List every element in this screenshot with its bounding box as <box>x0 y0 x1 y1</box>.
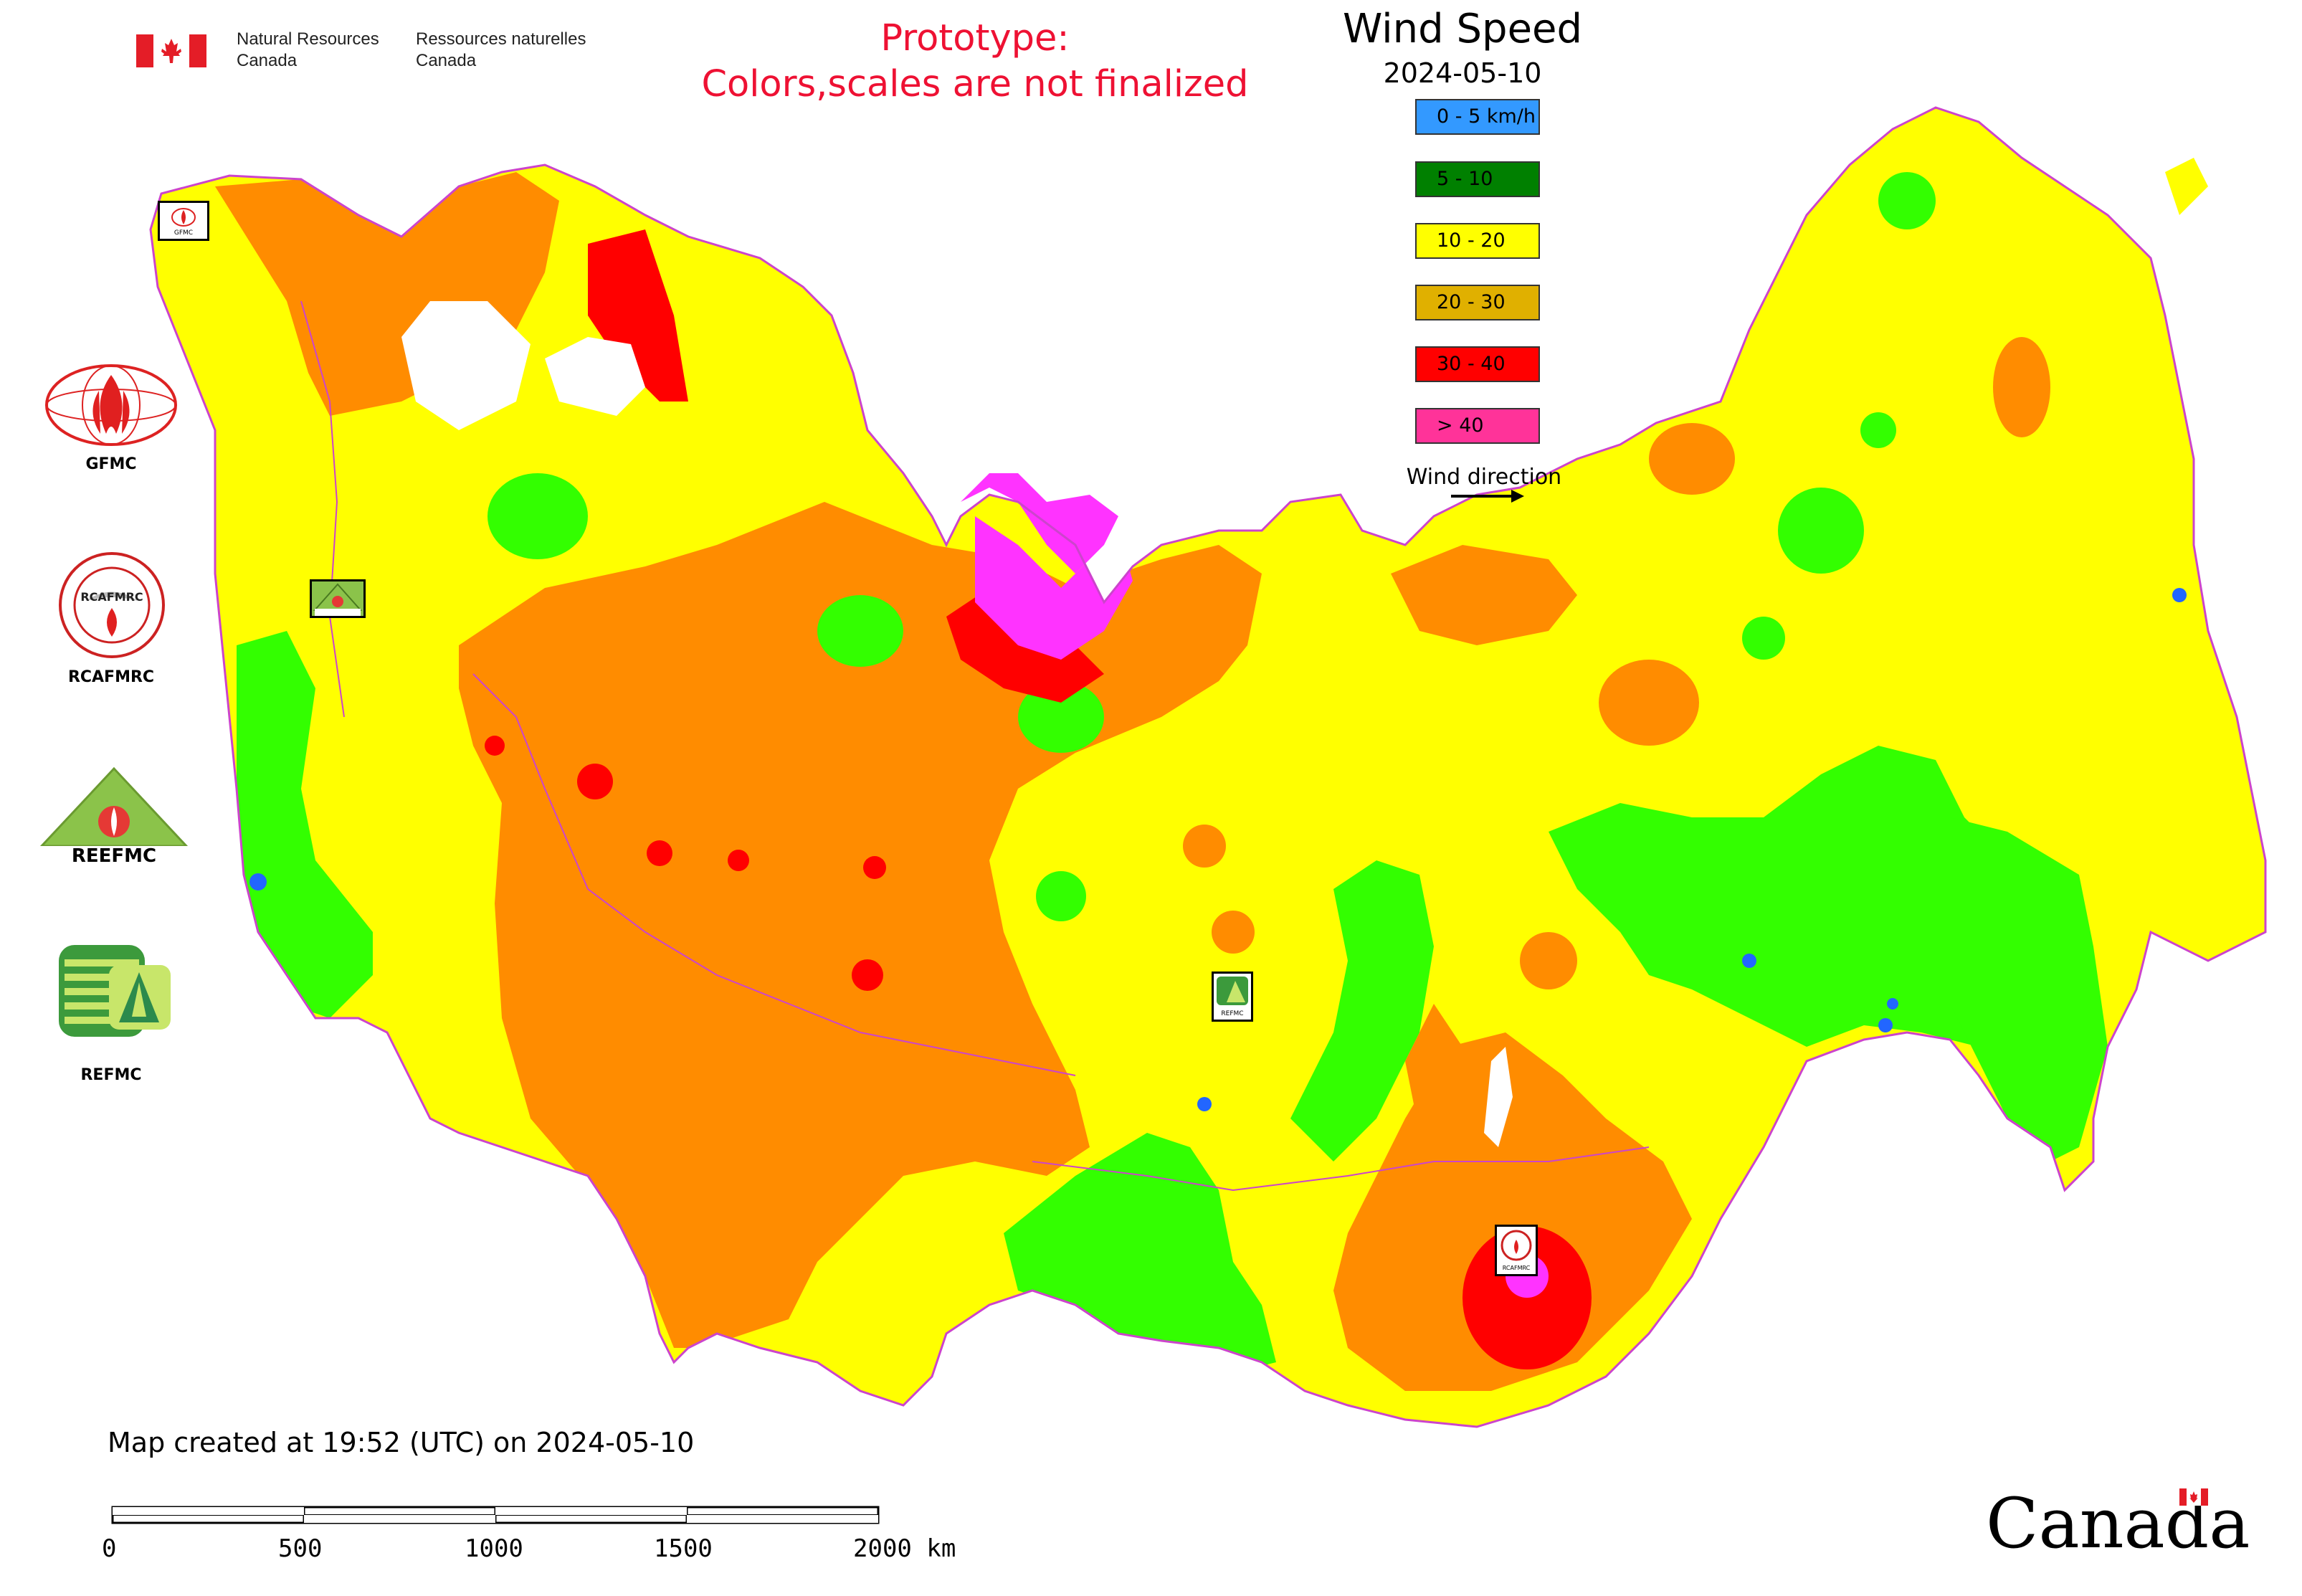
canada-wordmark-flag-icon <box>2179 1488 2208 1506</box>
scale-tick-1000: 1000 <box>465 1534 523 1563</box>
canada-wordmark: Canada <box>1986 1484 2250 1563</box>
prototype-title: Prototype: <box>880 17 1070 60</box>
reefmc-map-marker[interactable] <box>310 579 366 618</box>
scale-tick-2000: 2000 km <box>853 1534 956 1563</box>
legend-date: 2024-05-10 <box>1383 57 1542 89</box>
rcafmrc-logo: RCAFMRC <box>57 551 166 660</box>
scale-tick-0: 0 <box>102 1534 117 1563</box>
rcafmrc-map-marker-label: RCAFMRC <box>1503 1265 1531 1271</box>
rcafmrc-map-marker[interactable]: RCAFMRC <box>1495 1225 1538 1276</box>
legend-title: Wind Speed <box>1342 6 1583 52</box>
reefmc-logo: REEFMC <box>37 766 191 867</box>
nrcan-english-line1: Natural Resources <box>237 29 379 49</box>
nrcan-english-line2: Canada <box>237 51 298 70</box>
canada-flag-icon <box>136 34 206 67</box>
legend-item-5-10: 5 - 10 <box>1415 161 1540 197</box>
legend-item-0-5: 0 - 5 km/h <box>1415 99 1540 135</box>
scale-tick-1500: 1500 <box>654 1534 713 1563</box>
legend-item-10-20: 10 - 20 <box>1415 223 1540 259</box>
nrcan-french-line2: Canada <box>416 51 477 70</box>
wind-direction-arrow-icon <box>1448 488 1527 505</box>
nrcan-french-line1: Ressources naturelles <box>416 29 586 49</box>
refmc-logo <box>59 945 173 1037</box>
refmc-map-marker-label: REFMC <box>1221 1010 1243 1017</box>
wind-direction-label: Wind direction <box>1406 465 1562 490</box>
gfmc-map-marker[interactable]: GFMC <box>158 201 209 241</box>
scale-tick-500: 500 <box>278 1534 323 1563</box>
rcafmrc-label: RCAFMRC <box>67 668 155 686</box>
nrcan-french-name: Ressources naturelles Canada <box>416 29 586 72</box>
gfmc-label: GFMC <box>85 455 137 473</box>
legend-item-20-30: 20 - 30 <box>1415 285 1540 320</box>
map-created-timestamp: Map created at 19:52 (UTC) on 2024-05-10 <box>108 1427 695 1458</box>
nrcan-english-name: Natural Resources Canada <box>237 29 379 72</box>
gfmc-map-marker-label: GFMC <box>174 229 193 237</box>
prototype-subtitle: Colors,scales are not finalized <box>701 63 1249 105</box>
refmc-label: REFMC <box>80 1066 142 1084</box>
refmc-map-marker[interactable]: REFMC <box>1212 972 1253 1022</box>
reefmc-logo-text: REEFMC <box>72 845 156 866</box>
legend-item-over-40: > 40 <box>1415 408 1540 444</box>
legend-item-30-40: 30 - 40 <box>1415 346 1540 382</box>
prototype-notice: Prototype: Colors,scales are not finaliz… <box>674 16 1276 108</box>
svg-text:RCAFMRC: RCAFMRC <box>80 590 143 604</box>
gfmc-logo <box>42 362 181 455</box>
scale-bar <box>111 1506 881 1524</box>
